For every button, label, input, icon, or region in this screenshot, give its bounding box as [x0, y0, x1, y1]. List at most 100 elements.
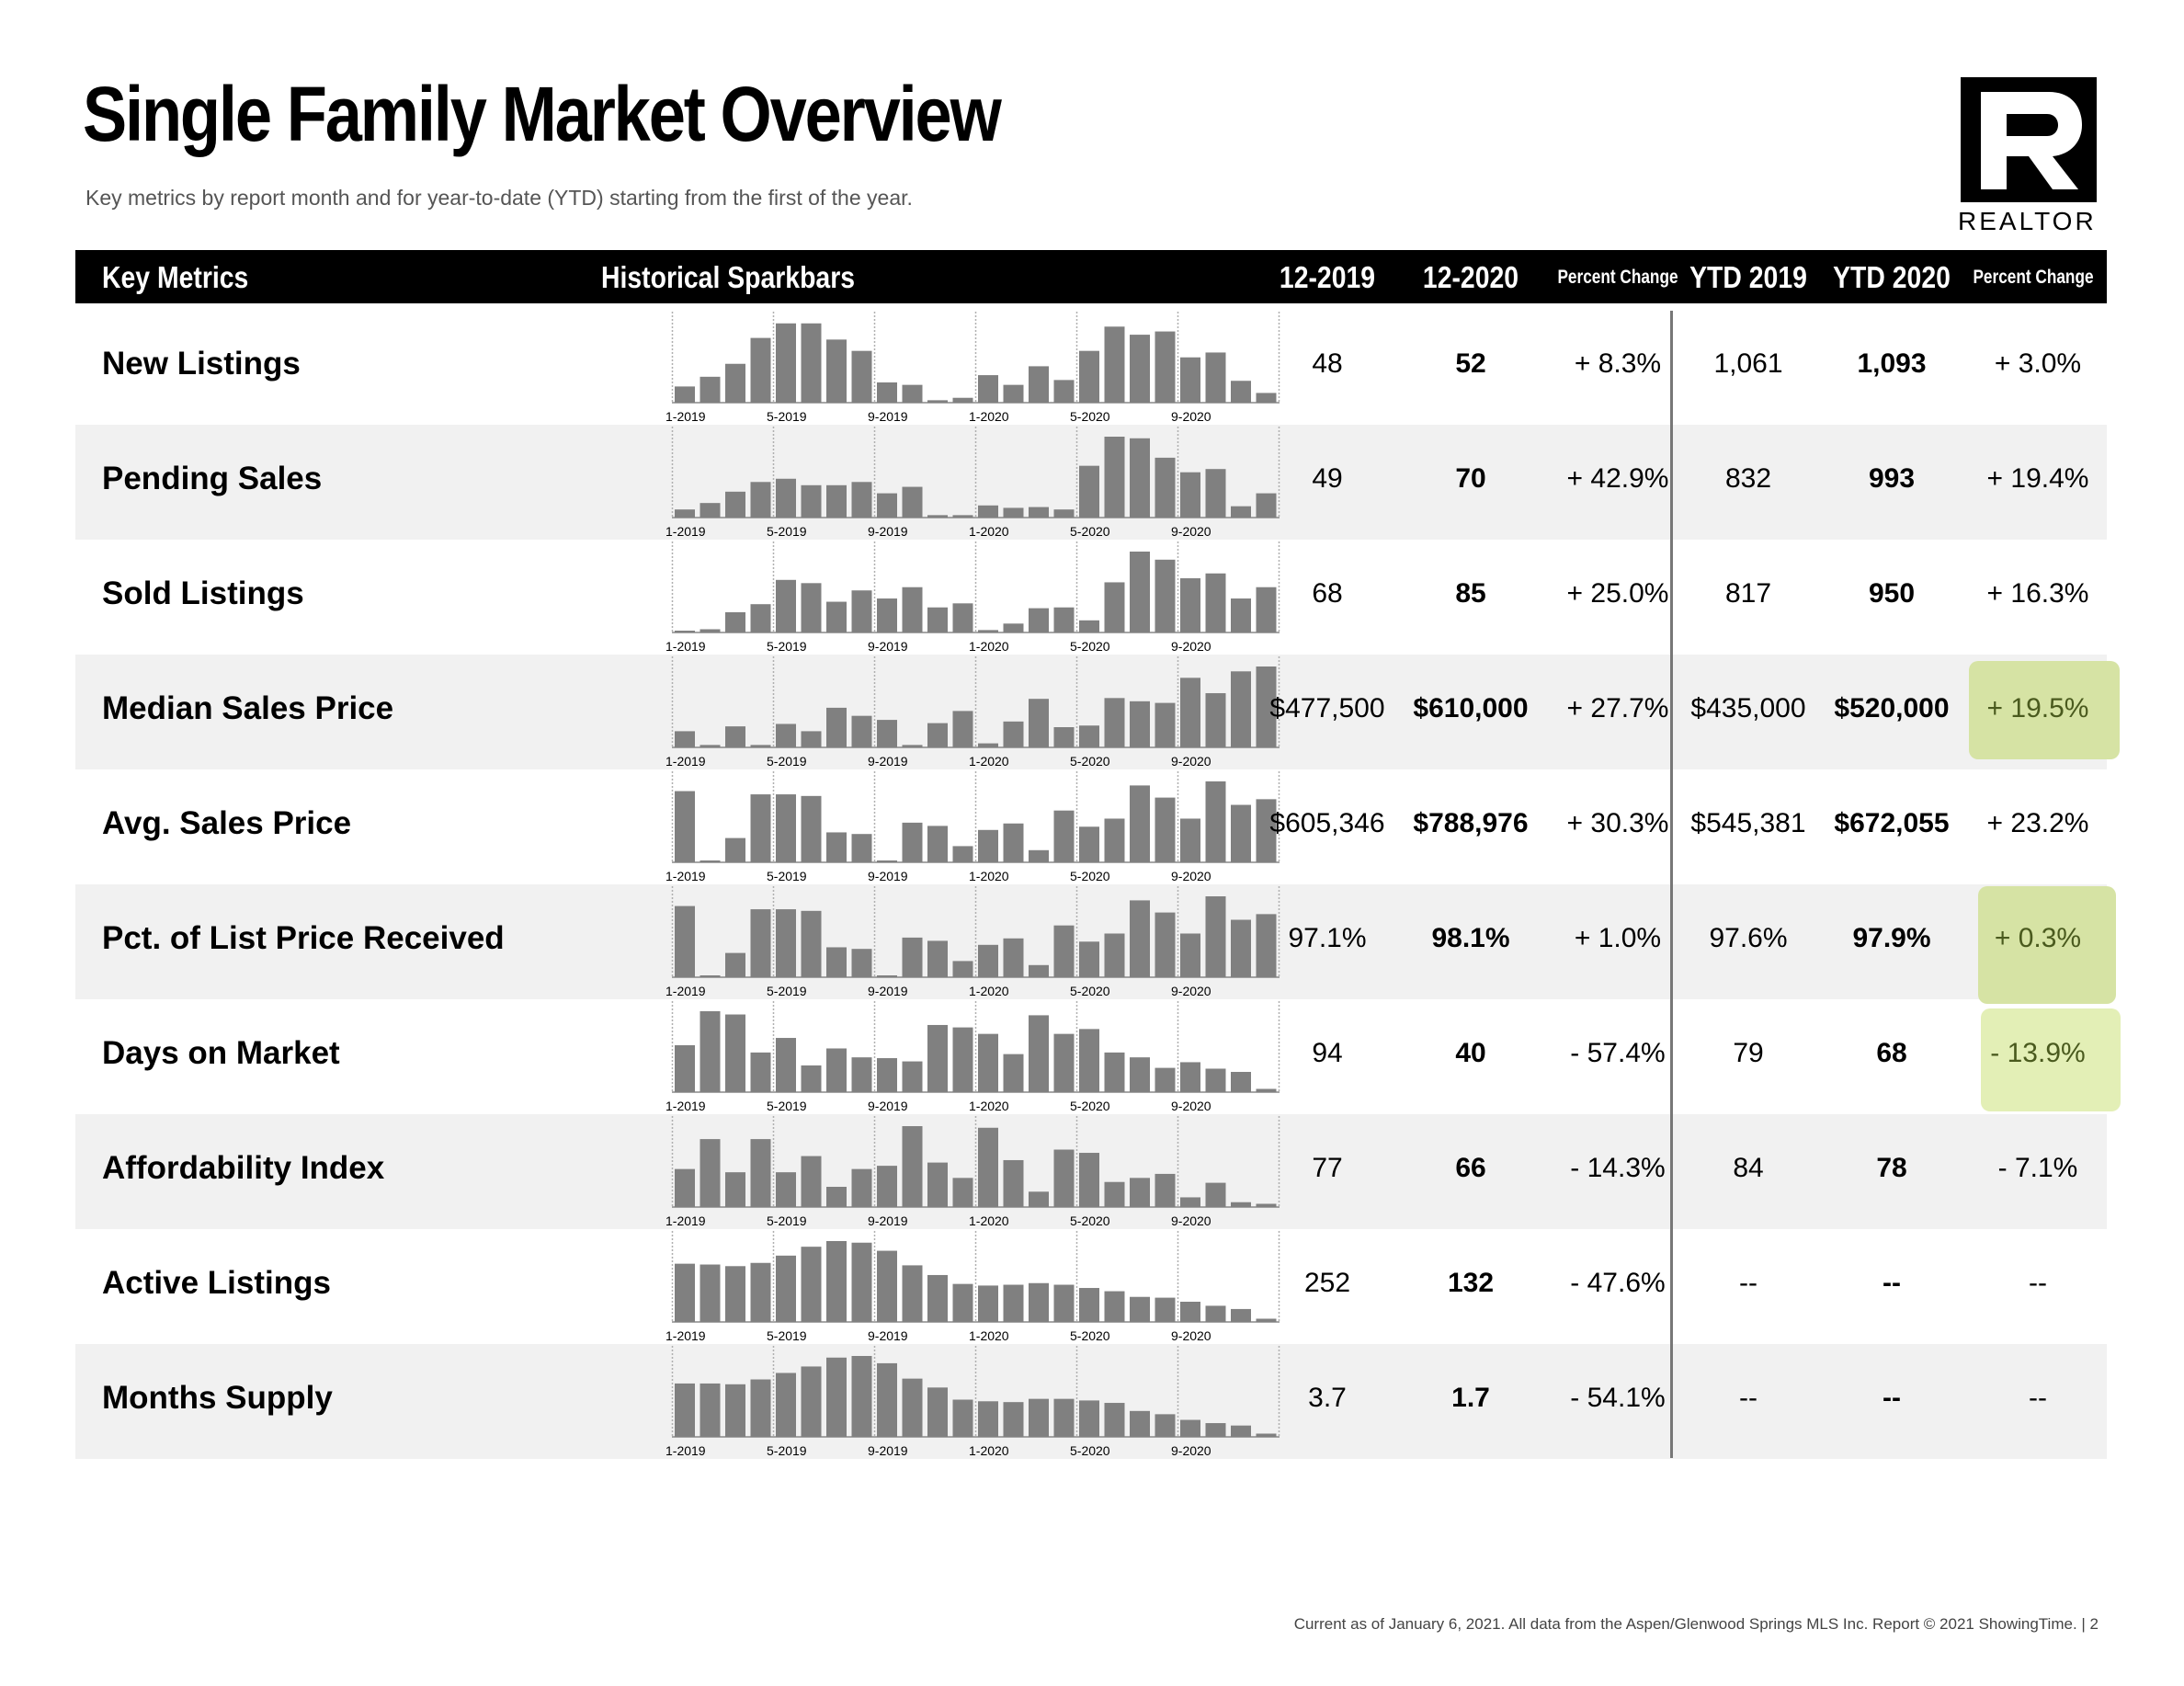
sparkbar-bar	[1029, 507, 1049, 518]
sparkbar-bar	[978, 1127, 998, 1207]
value-percent-change: + 25.0%	[1566, 578, 1669, 609]
metric-name: Days on Market	[102, 1035, 340, 1071]
sparkbar-bar	[750, 1379, 771, 1437]
sparkbar-tick-label: 9-2019	[868, 639, 908, 654]
sparkbar-bar	[1256, 1088, 1277, 1092]
sparkbar-tick-label: 9-2020	[1171, 1213, 1211, 1228]
sparkbar-bar	[1231, 598, 1251, 632]
sparkbar-tick-label: 1-2019	[665, 1213, 706, 1228]
sparkbar-tick-label: 9-2019	[868, 1328, 908, 1343]
sparkbar-bar	[1104, 437, 1125, 518]
sparkbar-bar	[750, 1139, 771, 1207]
sparkbar-tick-label: 1-2020	[969, 1099, 1009, 1113]
value-percent-change: - 57.4%	[1570, 1038, 1666, 1068]
value-ytd-2019: $435,000	[1690, 693, 1806, 723]
sparkbar-bar	[1130, 335, 1150, 403]
sparkbar-bar	[877, 1362, 897, 1437]
sparkbar-bar	[1104, 1403, 1125, 1437]
sparkbar-bar	[725, 726, 745, 747]
sparkbar-tick-label: 9-2020	[1171, 1443, 1211, 1458]
value-ytd-percent-change: + 19.5%	[1986, 693, 2089, 723]
sparkbar-bar	[978, 1285, 998, 1322]
sparkbar-bar	[1180, 933, 1200, 977]
sparkbar-bar	[725, 1172, 745, 1207]
sparkbar-bar	[750, 745, 771, 747]
sparkbar-bar	[1256, 666, 1277, 747]
sparkbar-bar	[952, 397, 973, 403]
footer-note: Current as of January 6, 2021. All data …	[1293, 1615, 2099, 1633]
realtor-logo: REALTOR	[1958, 77, 2107, 235]
value-percent-change: - 14.3%	[1570, 1153, 1666, 1183]
sparkbar-bar	[1130, 1410, 1150, 1437]
sparkbar-bar	[675, 1263, 695, 1322]
header-ytd-percent-change: Percent Change	[1973, 267, 2094, 288]
sparkbar-bar	[1256, 1318, 1277, 1322]
value-ytd-2020: 950	[1868, 578, 1916, 609]
sparkbar-bar	[1053, 509, 1075, 518]
sparkbar-bar	[877, 493, 897, 518]
sparkbar-bar	[776, 909, 796, 977]
sparkbar-bar	[1053, 1149, 1075, 1207]
sparkbar-tick-label: 1-2019	[665, 1443, 706, 1458]
value-12-2019: $477,500	[1269, 693, 1385, 723]
sparkbar-bar	[1130, 1178, 1150, 1207]
sparkbar-bar	[725, 1266, 745, 1322]
sparkbar-bar	[776, 1255, 796, 1322]
metric-name: Pct. of List Price Received	[102, 920, 505, 956]
sparkbar-bar	[952, 1027, 973, 1092]
value-percent-change: + 30.3%	[1566, 808, 1669, 838]
sparkbar-bar	[851, 482, 872, 518]
sparkbar-bar	[1155, 912, 1176, 977]
value-12-2020: $788,976	[1413, 808, 1529, 838]
sparkbar-tick-label: 9-2019	[868, 409, 908, 424]
sparkbar-bar	[1104, 1052, 1125, 1092]
sparkbar-bar	[1079, 620, 1099, 632]
sparkbar-bar	[1053, 810, 1075, 862]
sparkbar-bar	[1130, 552, 1150, 632]
sparkbar-bar	[902, 587, 923, 632]
sparkbar-bar	[851, 350, 872, 403]
sparkbar-bar	[952, 846, 973, 862]
sparkbar-tick-label: 5-2019	[767, 1213, 807, 1228]
sparkbar-tick-label: 5-2019	[767, 524, 807, 539]
table-header: Key Metrics Historical Sparkbars 12-2019…	[75, 250, 2107, 303]
sparkbar-bar	[1003, 1402, 1024, 1437]
value-12-2020: 85	[1455, 578, 1486, 609]
value-12-2020: 52	[1455, 348, 1486, 379]
sparkbar-bar	[1205, 1423, 1226, 1437]
sparkbar-tick-label: 9-2020	[1171, 984, 1211, 998]
sparkbar-bar	[725, 952, 745, 977]
sparkbar-bar	[1079, 1153, 1099, 1207]
sparkbar-tick-label: 9-2020	[1171, 639, 1211, 654]
sparkbar-bar	[675, 791, 695, 862]
sparkbar-tick-label: 1-2019	[665, 1328, 706, 1343]
sparkbar-bar	[801, 910, 822, 977]
sparkbar-bar	[1231, 919, 1251, 977]
value-ytd-2020: 993	[1868, 463, 1916, 494]
sparkbar-bar	[978, 743, 998, 747]
sparkbar-bar	[675, 1168, 695, 1207]
value-ytd-2020: 1,093	[1857, 348, 1927, 379]
sparkbar-bar	[1079, 1288, 1099, 1322]
sparkbar-tick-label: 1-2019	[665, 524, 706, 539]
value-12-2019: 68	[1312, 578, 1343, 609]
sparkbar-bar	[1029, 964, 1049, 977]
sparkbar-bar	[1079, 465, 1099, 518]
sparkbar-bar	[1029, 1191, 1049, 1207]
header-ytd-2019: YTD 2019	[1689, 260, 1807, 294]
value-ytd-percent-change: --	[2029, 1383, 2047, 1413]
sparkbar-bar	[1155, 559, 1176, 632]
value-percent-change: + 27.7%	[1566, 693, 1669, 723]
sparkbar-bar	[1079, 725, 1099, 747]
value-12-2019: $605,346	[1269, 808, 1385, 838]
sparkbar-bar	[1231, 1072, 1251, 1092]
value-ytd-percent-change: + 19.4%	[1986, 463, 2089, 494]
sparkbar-bar	[1205, 1305, 1226, 1322]
sparkbar-tick-label: 1-2019	[665, 639, 706, 654]
sparkbar-bar	[1256, 393, 1277, 403]
sparkbar-bar	[1155, 1173, 1176, 1207]
sparkbar-tick-label: 5-2019	[767, 869, 807, 883]
value-ytd-2019: 97.6%	[1709, 923, 1788, 953]
value-percent-change: + 8.3%	[1574, 348, 1662, 379]
sparkbar-bar	[1003, 623, 1024, 632]
